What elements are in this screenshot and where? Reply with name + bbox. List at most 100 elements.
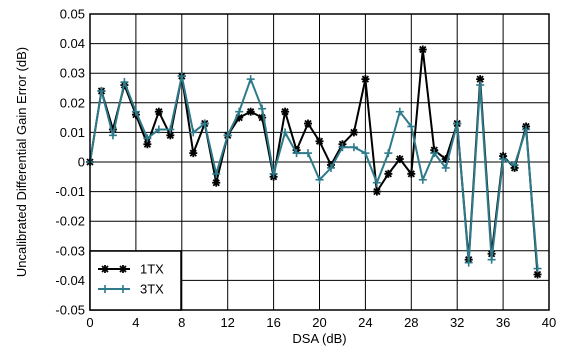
- data-point-3TX: [235, 107, 244, 116]
- marker-1TX-d2: [407, 170, 415, 178]
- data-point-3TX: [154, 125, 163, 134]
- data-point-3TX: [407, 122, 416, 131]
- marker-1TX-d2: [212, 179, 220, 187]
- legend-item-1TX: 1TX: [98, 262, 164, 277]
- marker-1TX-d2: [189, 149, 197, 157]
- data-point-3TX: [246, 75, 255, 84]
- marker-1TX-d2: [166, 131, 174, 139]
- data-point-3TX: [499, 155, 508, 164]
- data-point-3TX: [372, 178, 381, 187]
- series-line-3TX: [89, 75, 539, 269]
- data-point-3TX: [395, 107, 404, 116]
- data-point-1TX: [372, 187, 381, 196]
- series-3TX: [86, 72, 542, 273]
- marker-1TX-d2: [533, 270, 542, 279]
- data-point-1TX: [361, 75, 370, 84]
- data-point-3TX: [281, 128, 290, 137]
- x-tick-label: 16: [266, 315, 280, 330]
- marker-1TX-d2: [235, 113, 243, 122]
- y-tick-label: 0: [78, 155, 85, 170]
- marker-1TX-d2: [396, 155, 404, 163]
- data-point-1TX: [395, 155, 404, 164]
- data-point-1TX: [246, 107, 255, 116]
- y-tick-label: -0.03: [55, 243, 85, 258]
- marker-1TX-d2: [281, 108, 289, 116]
- data-point-1TX: [349, 128, 358, 137]
- x-tick-label: 0: [86, 315, 93, 330]
- marker-1TX-d2: [143, 140, 152, 148]
- legend-label: 1TX: [140, 262, 164, 277]
- data-point-3TX: [315, 175, 324, 184]
- x-tick-label: 36: [496, 315, 510, 330]
- data-point-1TX: [281, 107, 290, 116]
- data-point-3TX: [533, 264, 542, 273]
- y-tick-label: 0.01: [60, 125, 85, 140]
- data-point-1TX: [418, 45, 427, 54]
- marker-1TX-d2: [419, 45, 427, 54]
- data-point-3TX: [292, 149, 301, 158]
- data-point-3TX: [464, 258, 473, 267]
- data-point-1TX: [189, 149, 198, 158]
- marker-1TX-d2: [373, 187, 381, 196]
- marker-1TX-d2: [361, 75, 370, 83]
- data-point-3TX: [304, 149, 313, 158]
- marker-1TX-d2: [476, 75, 484, 83]
- legend-label: 3TX: [140, 282, 164, 297]
- marker-1TX-d2: [350, 128, 358, 137]
- data-point-3TX: [269, 169, 278, 178]
- data-point-3TX: [510, 160, 519, 169]
- data-point-3TX: [189, 128, 198, 137]
- data-point-3TX: [522, 125, 531, 134]
- plot-frame: [89, 13, 550, 311]
- x-tick-label: 40: [542, 315, 556, 330]
- data-point-1TX: [407, 169, 416, 178]
- data-point-3TX: [430, 149, 439, 158]
- marker-1TX-d2: [384, 170, 392, 178]
- data-point-3TX: [108, 131, 117, 140]
- y-tick-label: -0.02: [55, 214, 85, 229]
- y-tick-label: 0.03: [60, 66, 85, 81]
- data-point-3TX: [177, 72, 186, 81]
- legend-box: [89, 250, 182, 311]
- x-axis-title: DSA (dB): [292, 331, 346, 346]
- x-tick-label: 4: [132, 315, 139, 330]
- legend-marker-a-d2: [101, 265, 109, 273]
- legend-marker-b-d2: [119, 265, 127, 273]
- series-group: [86, 45, 542, 279]
- y-axis-title: Uncalibrated Differential Gain Error (dB…: [14, 47, 29, 277]
- legend-item-3TX: 3TX: [98, 282, 164, 297]
- data-point-3TX: [143, 134, 152, 143]
- y-tick-label: -0.05: [55, 303, 85, 318]
- data-point-1TX: [384, 169, 393, 178]
- data-point-3TX: [200, 119, 209, 128]
- data-point-3TX: [131, 107, 140, 116]
- data-point-1TX: [154, 107, 163, 116]
- data-point-3TX: [212, 169, 221, 178]
- x-tick-label: 12: [220, 315, 234, 330]
- marker-1TX-d2: [247, 108, 255, 116]
- data-point-3TX: [349, 143, 358, 152]
- y-tick-label: 0.02: [60, 95, 85, 110]
- y-tick-label: 0.05: [60, 7, 85, 22]
- y-tick-label: -0.01: [55, 184, 85, 199]
- y-tick-label: -0.04: [55, 273, 85, 288]
- data-point-3TX: [97, 86, 106, 95]
- x-tick-label: 20: [312, 315, 326, 330]
- data-point-3TX: [338, 143, 347, 152]
- data-point-3TX: [476, 81, 485, 90]
- data-point-1TX: [304, 119, 313, 128]
- data-point-3TX: [223, 131, 232, 140]
- data-point-3TX: [361, 149, 370, 158]
- data-point-3TX: [120, 78, 129, 87]
- tick-labels: 0.05 0.04 0.03 0.02 0.01 0 -0.01 -0.02 -0.03 -0.0…: [55, 7, 556, 331]
- data-point-3TX: [258, 104, 267, 113]
- data-point-3TX: [453, 119, 462, 128]
- data-point-3TX: [441, 163, 450, 172]
- data-point-1TX: [212, 178, 221, 187]
- marker-1TX-d2: [304, 119, 312, 128]
- x-tick-label: 28: [404, 315, 418, 330]
- data-point-3TX: [166, 125, 175, 134]
- data-point-3TX: [384, 149, 393, 158]
